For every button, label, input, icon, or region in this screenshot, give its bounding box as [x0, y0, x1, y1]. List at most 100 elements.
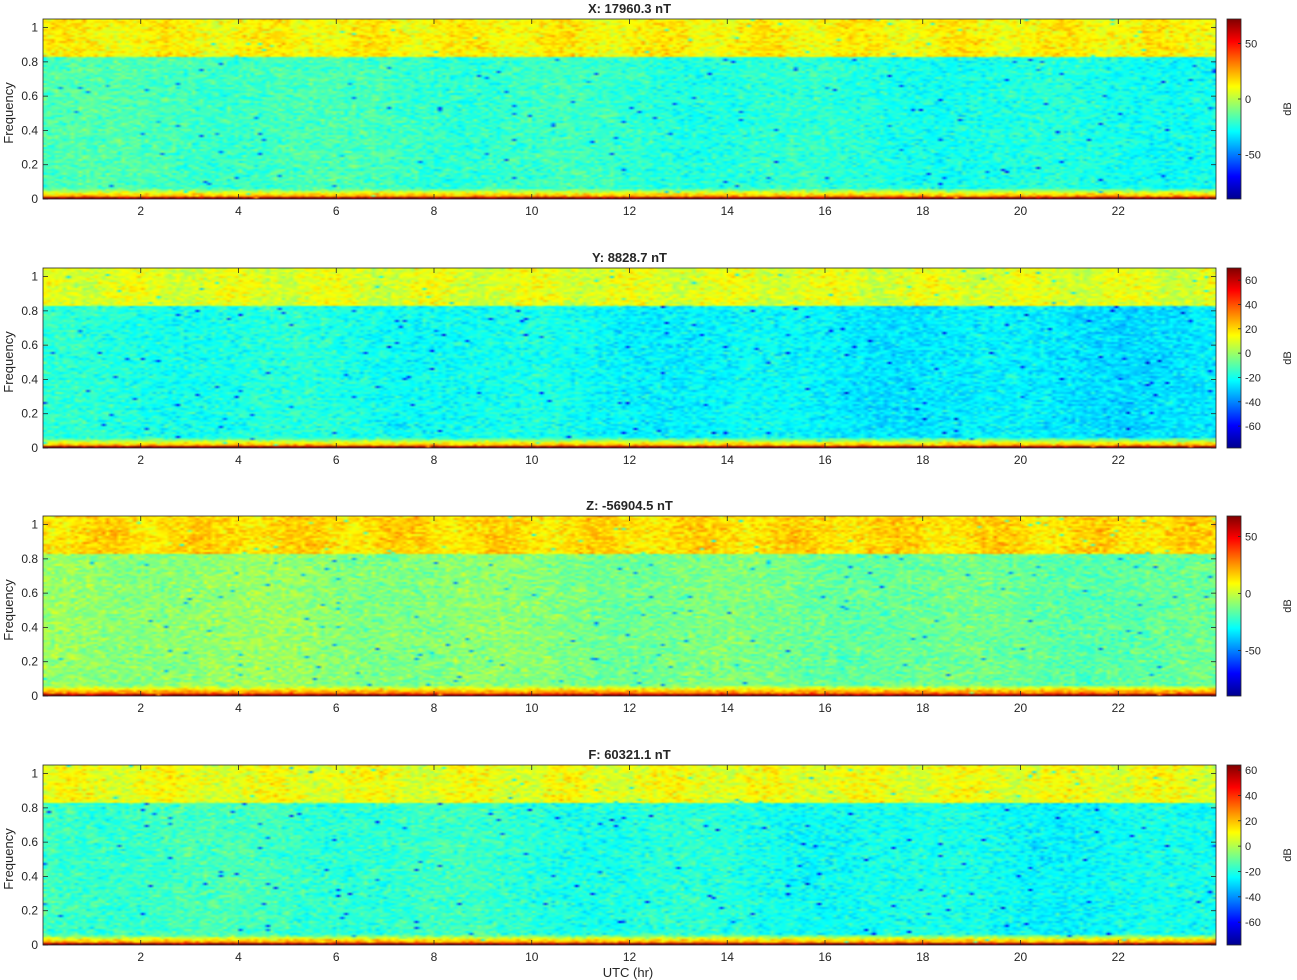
x-tick-label: 10 [525, 701, 539, 715]
y-tick-label: 0.4 [21, 620, 38, 634]
x-tick-label: 18 [916, 453, 930, 467]
x-tick-label: 16 [818, 950, 832, 964]
panel-title: Y: 8828.7 nT [592, 250, 667, 265]
x-tick-label: 4 [235, 701, 242, 715]
colorbar-tick-label: -60 [1245, 917, 1261, 929]
colorbar: -60 -40 -20 0 20 40 60 dB [1226, 764, 1294, 946]
x-tick-label: 14 [721, 453, 735, 467]
x-tick-label: 20 [1014, 701, 1028, 715]
y-tick-label: 0 [31, 938, 38, 952]
colorbar-gradient [1226, 515, 1242, 697]
x-tick-label: 12 [623, 453, 637, 467]
spectrogram-image [43, 765, 1216, 945]
colorbar-tick-label: 0 [1245, 348, 1251, 360]
x-tick-label: 18 [916, 701, 930, 715]
spectrogram-image [43, 268, 1216, 448]
spectrogram-panel: Y: 8828.7 nT2 4 6 8 10 12 14 16 18 20 2200.20.40.6… [1, 250, 1294, 467]
y-tick-label: 0.6 [21, 89, 38, 103]
y-axis-label: Frequency [1, 579, 16, 641]
x-tick-label: 10 [525, 950, 539, 964]
x-tick-label: 16 [818, 701, 832, 715]
colorbar-tick-label: -20 [1245, 372, 1261, 384]
x-tick-label: 20 [1014, 204, 1028, 218]
x-tick-label: 22 [1112, 204, 1126, 218]
y-tick-label: 0.8 [21, 304, 38, 318]
y-tick-label: 0.2 [21, 655, 38, 669]
y-tick-label: 1 [31, 518, 38, 532]
x-tick-label: 22 [1112, 701, 1126, 715]
x-tick-label: 6 [333, 453, 340, 467]
x-tick-label: 8 [431, 453, 438, 467]
spectrogram-image [43, 516, 1216, 696]
colorbar-tick-label: 60 [1245, 765, 1257, 777]
y-tick-label: 0.2 [21, 904, 38, 918]
x-tick-label: 16 [818, 453, 832, 467]
y-tick-label: 0.2 [21, 158, 38, 172]
x-axis-label: UTC (hr) [603, 965, 654, 980]
x-tick-label: 10 [525, 453, 539, 467]
panel-title: F: 60321.1 nT [588, 747, 670, 762]
x-tick-label: 22 [1112, 453, 1126, 467]
x-tick-label: 2 [137, 950, 144, 964]
x-tick-label: 6 [333, 701, 340, 715]
x-tick-label: 14 [721, 204, 735, 218]
colorbar-tick-label: 50 [1245, 532, 1257, 544]
x-tick-label: 4 [235, 950, 242, 964]
x-tick-label: 4 [235, 453, 242, 467]
colorbar-gradient [1226, 764, 1242, 946]
colorbar-label: dB [1282, 351, 1294, 364]
y-tick-label: 0.6 [21, 586, 38, 600]
y-tick-label: 0.4 [21, 372, 38, 386]
colorbar-gradient [1226, 18, 1242, 200]
colorbar-tick-label: -60 [1245, 421, 1261, 433]
colorbar-tick-label: 20 [1245, 324, 1257, 336]
y-tick-label: 0.6 [21, 338, 38, 352]
colorbar: -50 0 50 dB [1226, 18, 1294, 200]
y-axis-label: Frequency [1, 331, 16, 393]
y-tick-label: 0 [31, 441, 38, 455]
y-tick-label: 1 [31, 21, 38, 35]
x-tick-label: 8 [431, 204, 438, 218]
colorbar: -50 0 50 dB [1226, 515, 1294, 697]
y-tick-label: 1 [31, 270, 38, 284]
colorbar-tick-label: -50 [1245, 150, 1261, 162]
y-tick-label: 0 [31, 192, 38, 206]
colorbar-tick-label: 0 [1245, 841, 1251, 853]
panel-title: Z: -56904.5 nT [586, 498, 673, 513]
x-tick-label: 20 [1014, 453, 1028, 467]
x-tick-label: 10 [525, 204, 539, 218]
colorbar-tick-label: 20 [1245, 816, 1257, 828]
x-tick-label: 14 [721, 701, 735, 715]
panel-title: X: 17960.3 nT [588, 1, 671, 16]
spectrogram-image [43, 19, 1216, 199]
y-tick-label: 0.4 [21, 123, 38, 137]
x-tick-label: 16 [818, 204, 832, 218]
spectrogram-panel: F: 60321.1 nT2 4 6 8 10 12 14 16 18 20 2200.20.40.… [1, 747, 1294, 964]
colorbar-tick-label: -50 [1245, 645, 1261, 657]
x-tick-label: 2 [137, 204, 144, 218]
x-tick-label: 6 [333, 950, 340, 964]
spectrogram-panel: Z: -56904.5 nT2 4 6 8 10 12 14 16 18 20 2200.20.40… [1, 498, 1294, 715]
spectrogram-panel: X: 17960.3 nT2 4 6 8 10 12 14 16 18 20 2200.20.40.… [1, 1, 1294, 218]
y-tick-label: 0.8 [21, 552, 38, 566]
colorbar-tick-label: 40 [1245, 790, 1257, 802]
x-tick-label: 4 [235, 204, 242, 218]
x-tick-label: 18 [916, 204, 930, 218]
colorbar: -60 -40 -20 0 20 40 60 dB [1226, 267, 1294, 449]
x-tick-label: 14 [721, 950, 735, 964]
colorbar-label: dB [1282, 848, 1294, 861]
x-tick-label: 2 [137, 453, 144, 467]
colorbar-gradient [1226, 267, 1242, 449]
x-tick-label: 6 [333, 204, 340, 218]
colorbar-tick-label: 0 [1245, 94, 1251, 106]
y-tick-label: 1 [31, 767, 38, 781]
colorbar-tick-label: -40 [1245, 397, 1261, 409]
x-tick-label: 12 [623, 701, 637, 715]
x-tick-label: 12 [623, 950, 637, 964]
colorbar-tick-label: -20 [1245, 866, 1261, 878]
y-tick-label: 0.4 [21, 869, 38, 883]
colorbar-tick-label: 0 [1245, 588, 1251, 600]
x-tick-label: 8 [431, 950, 438, 964]
colorbar-label: dB [1282, 102, 1294, 115]
